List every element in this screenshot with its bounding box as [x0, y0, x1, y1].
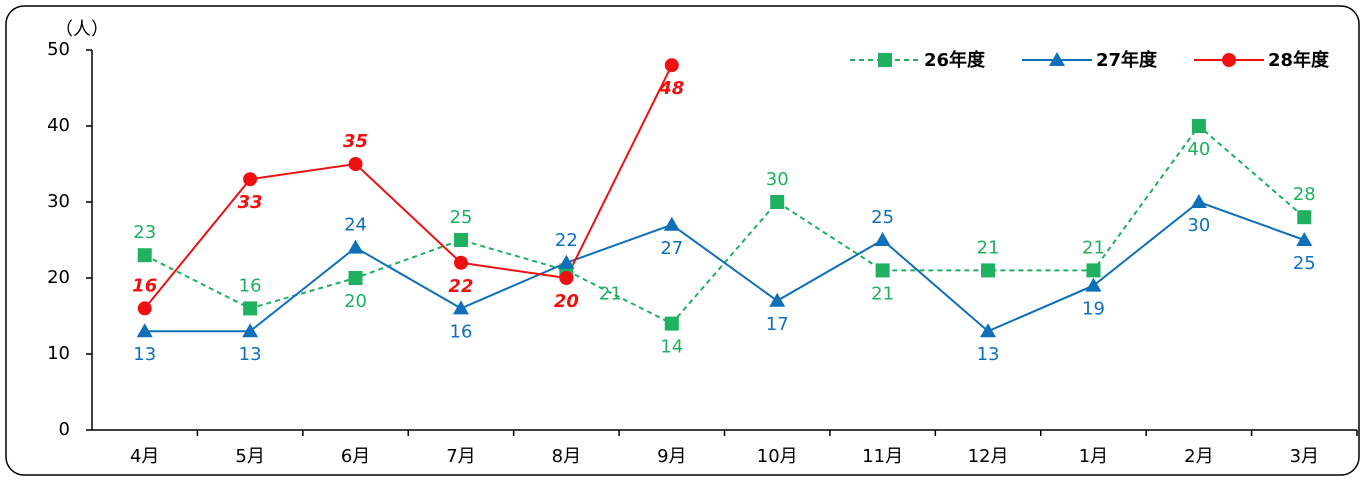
data-label: 19 — [1082, 299, 1105, 320]
y-tick-label: 40 — [47, 115, 70, 136]
marker — [243, 301, 258, 316]
marker — [980, 323, 997, 338]
legend-label: 27年度 — [1096, 49, 1158, 71]
marker — [664, 58, 679, 73]
legend-marker — [1049, 52, 1065, 66]
data-label: 33 — [238, 192, 263, 213]
marker — [1190, 194, 1207, 208]
data-label: 13 — [239, 344, 262, 365]
legend-marker — [1222, 53, 1236, 67]
data-label: 16 — [132, 275, 157, 296]
series-line — [143, 64, 673, 310]
marker — [453, 233, 468, 247]
marker — [663, 216, 680, 231]
marker — [1296, 232, 1313, 246]
data-label: 21 — [871, 283, 894, 304]
x-tick-label: 5月 — [235, 446, 264, 467]
y-tick-label: 20 — [47, 267, 70, 288]
data-label: 28 — [1293, 184, 1316, 205]
marker — [347, 239, 364, 254]
y-tick-label: 50 — [47, 39, 70, 60]
data-label: 16 — [450, 321, 473, 342]
data-label: 16 — [239, 275, 262, 296]
x-tick-label: 11月 — [862, 446, 903, 467]
data-label: 25 — [450, 207, 473, 228]
legend-label: 28年度 — [1268, 49, 1330, 71]
x-tick-label: 8月 — [552, 446, 581, 467]
marker — [348, 157, 363, 171]
data-label: 14 — [660, 337, 683, 358]
data-label: 25 — [871, 207, 894, 228]
y-tick-label: 30 — [47, 191, 70, 212]
y-unit-label: （人） — [55, 19, 109, 40]
data-label: 20 — [344, 291, 367, 312]
data-label: 23 — [133, 222, 156, 243]
x-tick-label: 7月 — [446, 446, 475, 467]
marker — [1191, 119, 1206, 133]
marker — [348, 271, 363, 285]
marker — [1297, 210, 1312, 225]
legend-marker — [878, 53, 892, 67]
marker — [769, 292, 786, 307]
marker — [664, 316, 679, 331]
series-line — [144, 200, 1305, 333]
data-label: 21 — [1082, 237, 1105, 258]
frame — [5, 5, 1360, 476]
marker — [770, 195, 785, 209]
data-label: 35 — [343, 131, 368, 152]
data-label: 25 — [1293, 253, 1316, 274]
data-label: 20 — [554, 291, 579, 312]
marker — [559, 271, 574, 285]
legend-label: 26年度 — [924, 49, 986, 71]
marker — [1085, 277, 1102, 292]
data-label: 30 — [1187, 215, 1210, 236]
data-label: 21 — [977, 237, 1000, 258]
x-tick-label: 9月 — [657, 446, 686, 467]
x-tick-label: 3月 — [1290, 446, 1319, 467]
marker — [558, 254, 575, 269]
x-tick-label: 4月 — [130, 446, 159, 467]
marker — [981, 263, 996, 278]
marker — [243, 172, 258, 187]
data-label: 48 — [658, 78, 684, 99]
data-label: 22 — [555, 230, 578, 251]
marker — [242, 323, 259, 338]
marker — [453, 255, 468, 270]
data-label: 17 — [766, 314, 789, 335]
x-tick-label: 6月 — [341, 446, 370, 467]
marker — [137, 301, 152, 316]
data-label: 13 — [133, 344, 156, 365]
marker — [875, 263, 890, 278]
marker — [137, 248, 152, 263]
data-label: 27 — [660, 238, 683, 259]
marker — [874, 232, 891, 246]
x-tick-label: 2月 — [1184, 446, 1213, 467]
data-label: 22 — [448, 276, 473, 297]
data-label: 24 — [344, 215, 367, 236]
x-tick-label: 1月 — [1079, 446, 1108, 467]
x-tick-label: 12月 — [968, 446, 1009, 467]
data-label: 30 — [766, 169, 789, 190]
y-tick-label: 0 — [59, 419, 70, 440]
x-tick-label: 10月 — [757, 446, 798, 467]
marker — [1086, 263, 1101, 278]
marker — [136, 323, 153, 338]
marker — [452, 300, 469, 315]
data-label: 13 — [977, 344, 1000, 365]
y-tick-label: 10 — [47, 343, 70, 364]
data-label: 21 — [599, 283, 622, 304]
data-label: 40 — [1187, 139, 1210, 160]
